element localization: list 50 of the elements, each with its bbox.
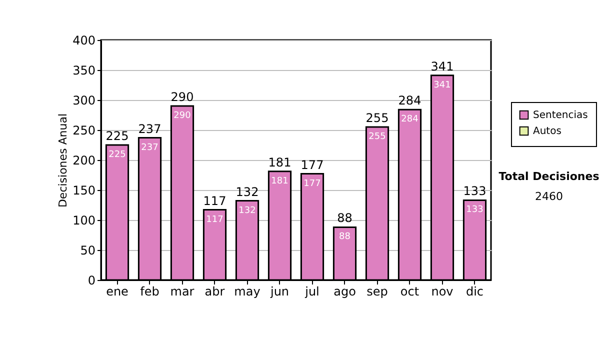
- data-label: 88: [339, 232, 351, 242]
- y-tick-label: 150: [72, 184, 96, 198]
- x-tick-label: nov: [431, 284, 454, 298]
- text: 2460: [535, 190, 563, 203]
- x-tick-label: feb: [140, 284, 160, 298]
- x-tick-label: may: [234, 284, 260, 298]
- x-tick-label: jul: [304, 284, 320, 298]
- total-label: 133: [463, 184, 486, 198]
- data-label: 132: [238, 206, 256, 216]
- y-tick-label: 400: [72, 34, 96, 48]
- data-label: 225: [108, 150, 126, 160]
- x-tick-label: dic: [466, 284, 484, 298]
- data-label: 237: [141, 142, 158, 153]
- data-label: 290: [174, 111, 192, 121]
- total-label: 88: [337, 211, 352, 226]
- y-tick-label: 0: [88, 274, 96, 288]
- total-label: 290: [170, 90, 194, 104]
- legend-label: Autos: [533, 126, 562, 137]
- legend-label: Sentencias: [533, 110, 588, 121]
- total-label: 341: [430, 59, 454, 74]
- data-label: 181: [271, 176, 288, 186]
- total-label: 117: [203, 194, 226, 208]
- total-label: 225: [106, 129, 129, 143]
- y-axis-title: Decisiones Anual: [56, 113, 70, 208]
- data-label: 341: [434, 80, 451, 90]
- x-tick-label: abr: [204, 284, 225, 298]
- text: Total Decisiones: [498, 170, 600, 183]
- data-label: 284: [401, 114, 419, 125]
- total-label: 284: [398, 94, 422, 108]
- y-tick-label: 250: [72, 124, 96, 138]
- y-tick-label: 50: [80, 244, 96, 258]
- total-label: 132: [236, 184, 259, 199]
- total-label: 177: [300, 158, 324, 172]
- y-tick-label: 100: [72, 214, 96, 228]
- x-tick-label: ago: [334, 284, 356, 298]
- data-label: 177: [304, 178, 321, 189]
- y-tick-label: 300: [72, 94, 96, 108]
- x-tick-label: mar: [170, 284, 194, 298]
- x-tick-label: ene: [106, 284, 128, 298]
- total-label: 237: [138, 122, 162, 136]
- y-tick-label: 200: [72, 154, 96, 168]
- data-label: 133: [466, 205, 484, 216]
- x-tick-label: oct: [400, 284, 420, 298]
- x-tick-label: sep: [366, 284, 388, 298]
- x-tick-label: jun: [269, 284, 290, 298]
- data-label: 117: [206, 214, 224, 225]
- total-label: 181: [268, 155, 292, 170]
- y-tick-label: 350: [72, 64, 96, 78]
- data-label: 255: [368, 132, 386, 142]
- total-label: 255: [366, 111, 389, 125]
